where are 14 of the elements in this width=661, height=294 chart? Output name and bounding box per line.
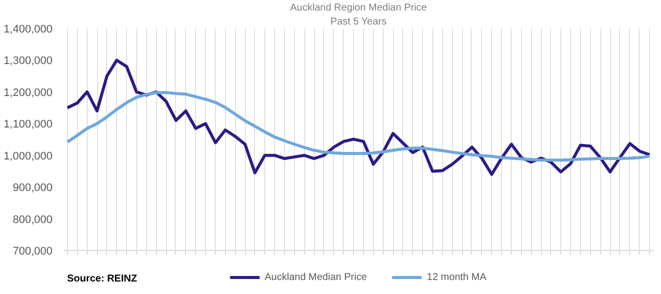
line-series — [66, 91, 652, 162]
y-tick-label: 1,000,000 — [4, 150, 52, 162]
y-tick-label: 1,200,000 — [4, 86, 52, 99]
y-tick-label: 1,300,000 — [4, 55, 52, 68]
chart-subtitle: Past 5 Years — [330, 16, 386, 28]
legend-label: Auckland Median Price — [264, 271, 367, 283]
y-tick-label: 1,400,000 — [4, 24, 52, 36]
y-tick-label: 1,100,000 — [4, 118, 52, 131]
y-tick-label: 900,000 — [12, 182, 53, 194]
chart-title: Auckland Region Median Price — [290, 2, 428, 14]
y-tick-label: 800,000 — [12, 214, 53, 226]
legend-label: 12 month MA — [426, 271, 486, 283]
y-tick-label: 700,000 — [12, 246, 53, 258]
source-note: Source: REINZ — [67, 274, 138, 284]
